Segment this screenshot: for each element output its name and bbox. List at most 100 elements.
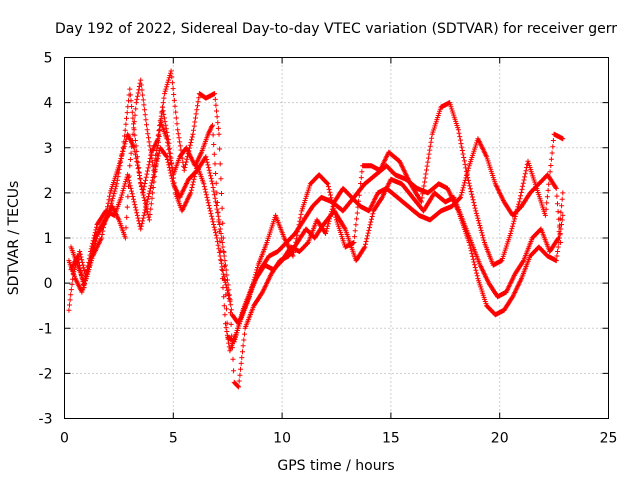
data-point <box>162 88 168 94</box>
data-point <box>422 175 428 181</box>
data-point <box>135 93 141 99</box>
data-point <box>474 273 480 279</box>
data-point <box>475 215 481 221</box>
data-point <box>331 201 337 207</box>
data-point <box>220 271 226 277</box>
data-point <box>132 132 138 138</box>
data-point <box>189 134 195 140</box>
data-point <box>123 179 129 185</box>
data-point <box>190 182 196 188</box>
data-point <box>119 153 125 159</box>
data-point <box>365 230 371 236</box>
data-point <box>460 151 466 157</box>
data-point <box>170 178 176 184</box>
data-point <box>462 180 467 186</box>
data-point <box>234 330 240 336</box>
data-point <box>131 196 136 202</box>
data-point <box>293 239 299 245</box>
series-track-2 <box>68 86 566 390</box>
data-point <box>254 267 260 273</box>
data-point <box>212 161 218 167</box>
data-point <box>140 218 146 224</box>
data-point <box>170 86 176 92</box>
data-point <box>154 158 160 164</box>
data-point <box>235 328 240 333</box>
data-point <box>208 173 213 179</box>
data-point <box>175 131 181 137</box>
data-point <box>210 185 216 190</box>
data-point <box>203 154 209 160</box>
data-point <box>232 337 238 342</box>
data-point <box>365 233 370 239</box>
data-point <box>323 231 329 236</box>
data-point <box>169 160 175 166</box>
data-point <box>161 115 167 121</box>
data-point <box>233 334 238 340</box>
data-point <box>511 218 517 224</box>
data-point <box>145 131 151 137</box>
data-point <box>156 150 162 156</box>
data-point <box>221 253 227 259</box>
data-point <box>520 180 526 186</box>
data-point <box>191 127 196 133</box>
data-point <box>132 112 138 118</box>
data-point <box>164 129 170 135</box>
data-point <box>470 197 476 203</box>
data-point <box>215 213 221 219</box>
data-point <box>133 106 139 112</box>
data-point <box>163 153 169 159</box>
data-point <box>125 175 131 180</box>
data-point <box>329 206 335 212</box>
data-point <box>559 196 565 202</box>
data-point <box>167 167 173 173</box>
data-point <box>117 160 123 166</box>
data-point <box>217 226 223 232</box>
data-point <box>147 156 153 161</box>
data-point <box>174 121 180 127</box>
data-point <box>290 253 296 259</box>
data-point <box>70 276 76 282</box>
data-point <box>101 221 107 227</box>
data-point <box>550 144 556 150</box>
data-point <box>220 244 226 250</box>
data-point <box>352 234 358 240</box>
data-point <box>92 230 98 236</box>
data-point <box>223 262 228 268</box>
data-point <box>124 115 129 121</box>
data-point <box>508 228 514 234</box>
data-point <box>213 203 219 208</box>
data-point <box>138 77 144 83</box>
data-point <box>219 191 224 196</box>
data-point <box>211 192 217 198</box>
data-point <box>206 203 212 208</box>
data-point <box>326 186 332 192</box>
data-point <box>127 86 133 92</box>
data-point <box>478 225 483 231</box>
data-point <box>187 142 193 148</box>
data-point <box>137 176 143 182</box>
data-point <box>124 214 130 220</box>
data-point <box>455 127 461 133</box>
data-point <box>213 180 219 186</box>
data-point <box>190 179 196 185</box>
data-point <box>327 216 333 222</box>
data-point <box>132 204 138 210</box>
data-point <box>195 99 201 105</box>
data-point <box>209 216 215 222</box>
data-point <box>456 130 462 136</box>
data-point <box>176 135 182 141</box>
data-point <box>211 151 217 157</box>
data-point <box>144 171 150 177</box>
y-tick-label: -2 <box>39 366 53 382</box>
data-point <box>131 127 137 133</box>
data-point <box>459 190 465 195</box>
data-point <box>224 320 230 326</box>
data-point <box>359 169 365 175</box>
data-point <box>553 258 559 264</box>
data-point <box>216 131 222 137</box>
x-tick-label: 15 <box>382 431 400 447</box>
data-point <box>144 199 150 205</box>
data-point <box>166 165 172 171</box>
data-point <box>472 265 478 270</box>
data-point <box>366 227 372 233</box>
